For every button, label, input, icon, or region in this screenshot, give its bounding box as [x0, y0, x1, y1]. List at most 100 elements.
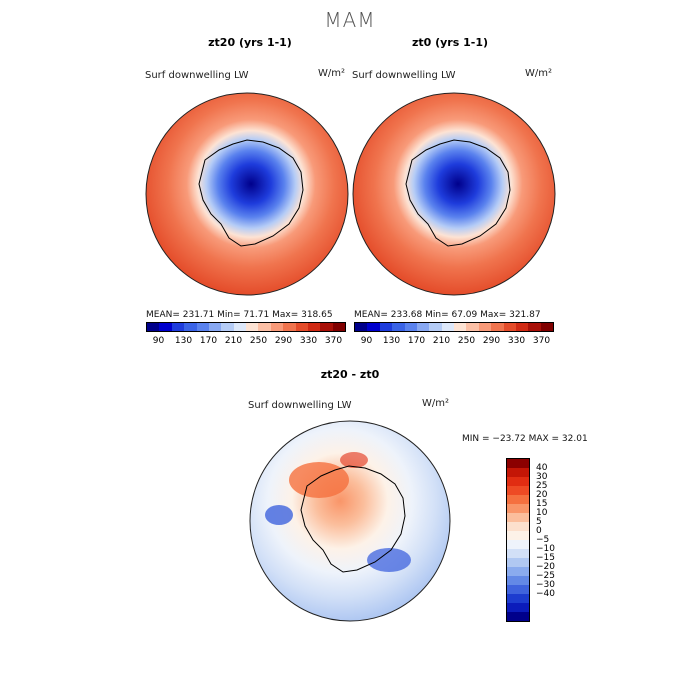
right-colorbar-ticks: 90 130 170 210 250 290 330 370	[354, 336, 554, 348]
diff-colorbar-swatch	[507, 513, 529, 522]
diff-colorbar-label: 25	[536, 481, 548, 491]
colorbar-swatch	[515, 323, 529, 331]
diff-colorbar-label: −40	[536, 589, 555, 599]
diff-colorbar-label: −15	[536, 553, 555, 563]
colorbar-swatch	[270, 323, 284, 331]
diff-colorbar-swatch	[507, 558, 529, 567]
diff-colorbar	[506, 458, 530, 622]
diff-colorbar-swatch	[507, 459, 529, 468]
diff-colorbar-label: 30	[536, 472, 548, 482]
left-polar-map	[145, 92, 349, 296]
diff-colorbar-label: 20	[536, 490, 548, 500]
colorbar-tick-label: 290	[482, 336, 501, 346]
left-colorbar	[146, 322, 346, 332]
right-stats: MEAN= 233.68 Min= 67.09 Max= 321.87	[354, 310, 541, 320]
diff-units-label: W/m²	[422, 398, 450, 409]
colorbar-swatch	[379, 323, 393, 331]
diff-colorbar-swatch	[507, 603, 529, 612]
colorbar-tick-label: 130	[382, 336, 401, 346]
colorbar-swatch	[441, 323, 454, 331]
diff-colorbar-label: −5	[536, 535, 550, 545]
diff-colorbar-label: 10	[536, 508, 548, 518]
colorbar-tick-label: 250	[457, 336, 476, 346]
diff-colorbar-label: 40	[536, 463, 548, 473]
right-colorbar	[354, 322, 554, 332]
colorbar-tick-label: 330	[507, 336, 526, 346]
colorbar-swatch	[307, 323, 321, 331]
colorbar-swatch	[416, 323, 430, 331]
colorbar-swatch	[159, 323, 172, 331]
right-variable-label: Surf downwelling LW	[352, 70, 456, 81]
colorbar-tick-label: 250	[249, 336, 268, 346]
diff-colorbar-swatch	[507, 576, 529, 585]
colorbar-swatch	[503, 323, 516, 331]
diff-colorbar-swatch	[507, 477, 529, 486]
colorbar-swatch	[404, 323, 417, 331]
colorbar-swatch	[367, 323, 380, 331]
left-variable-label: Surf downwelling LW	[145, 70, 249, 81]
colorbar-swatch	[171, 323, 185, 331]
diff-colorbar-swatch	[507, 585, 529, 594]
left-stats: MEAN= 231.71 Min= 71.71 Max= 318.65	[146, 310, 333, 320]
colorbar-swatch	[528, 323, 541, 331]
colorbar-tick-label: 130	[174, 336, 193, 346]
diff-colorbar-swatch	[507, 522, 529, 531]
colorbar-tick-label: 210	[224, 336, 243, 346]
colorbar-swatch	[478, 323, 492, 331]
colorbar-tick-label: 90	[360, 336, 373, 346]
colorbar-tick-label: 170	[407, 336, 426, 346]
colorbar-tick-label: 90	[152, 336, 165, 346]
colorbar-swatch	[540, 323, 553, 331]
colorbar-swatch	[320, 323, 333, 331]
diff-colorbar-swatch	[507, 495, 529, 504]
colorbar-swatch	[184, 323, 197, 331]
colorbar-tick-label: 370	[532, 336, 551, 346]
left-panel-title: zt20 (yrs 1-1)	[208, 36, 292, 49]
diff-colorbar-swatch	[507, 594, 529, 603]
diff-colorbar-swatch	[507, 549, 529, 558]
colorbar-tick-label: 290	[274, 336, 293, 346]
right-polar-map	[352, 92, 556, 296]
colorbar-swatch	[233, 323, 246, 331]
colorbar-swatch	[355, 323, 368, 331]
diff-colorbar-label: −30	[536, 580, 555, 590]
diff-colorbar-swatch	[507, 468, 529, 477]
colorbar-tick-label: 370	[324, 336, 343, 346]
colorbar-swatch	[491, 323, 504, 331]
colorbar-swatch	[332, 323, 345, 331]
colorbar-tick-label: 330	[299, 336, 318, 346]
right-panel-title: zt0 (yrs 1-1)	[411, 36, 489, 49]
colorbar-tick-label: 210	[432, 336, 451, 346]
colorbar-swatch	[208, 323, 222, 331]
diff-polar-map	[249, 420, 451, 622]
colorbar-swatch	[392, 323, 405, 331]
diff-variable-label: Surf downwelling LW	[248, 400, 352, 411]
colorbar-swatch	[466, 323, 479, 331]
diff-colorbar-swatch	[507, 540, 529, 549]
diff-colorbar-swatch	[507, 531, 529, 540]
diff-stats: MIN = −23.72 MAX = 32.01	[462, 434, 588, 444]
diff-colorbar-swatch	[507, 504, 529, 513]
right-units-label: W/m²	[525, 68, 553, 79]
diff-panel-title: zt20 - zt0	[320, 368, 380, 381]
diff-colorbar-swatch	[507, 486, 529, 495]
colorbar-swatch	[196, 323, 209, 331]
left-units-label: W/m²	[318, 68, 346, 79]
diff-colorbar-label: 0	[536, 526, 542, 536]
colorbar-tick-label: 170	[199, 336, 218, 346]
colorbar-swatch	[258, 323, 271, 331]
colorbar-swatch	[147, 323, 160, 331]
colorbar-swatch	[454, 323, 467, 331]
left-colorbar-ticks: 90 130 170 210 250 290 330 370	[146, 336, 346, 348]
diff-colorbar-swatch	[507, 612, 529, 621]
colorbar-swatch	[295, 323, 308, 331]
colorbar-swatch	[221, 323, 234, 331]
diff-colorbar-label: 5	[536, 517, 542, 527]
colorbar-swatch	[429, 323, 442, 331]
colorbar-swatch	[246, 323, 259, 331]
colorbar-swatch	[283, 323, 296, 331]
diff-colorbar-swatch	[507, 567, 529, 576]
diff-colorbar-label: 15	[536, 499, 548, 509]
diff-colorbar-labels: 40 30 25 20 15 10 5 0 −5 −10 −15 −20 −25 −30 −40	[536, 458, 566, 622]
diff-colorbar-label: −20	[536, 562, 555, 572]
